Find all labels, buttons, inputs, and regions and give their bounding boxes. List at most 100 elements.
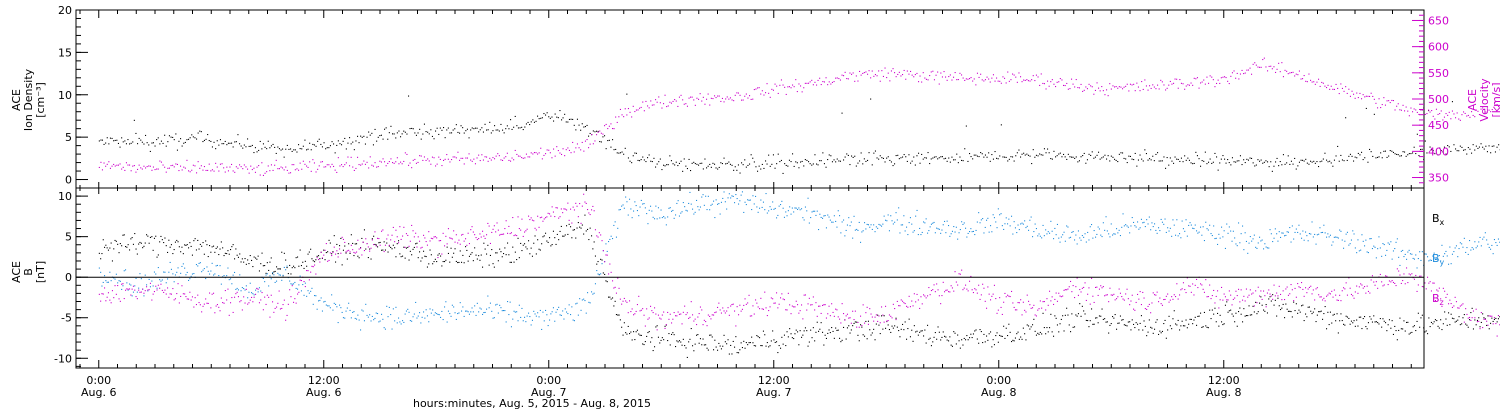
- data-point: [296, 288, 297, 289]
- data-point: [781, 79, 782, 80]
- data-point: [419, 155, 420, 156]
- data-point: [241, 166, 242, 167]
- data-point: [1371, 151, 1372, 152]
- data-point: [1222, 324, 1223, 325]
- data-point: [1191, 162, 1192, 163]
- data-point: [1186, 160, 1187, 161]
- data-point: [127, 139, 128, 140]
- data-point: [191, 246, 192, 247]
- data-point: [1120, 316, 1121, 317]
- data-point: [403, 322, 404, 323]
- data-point: [802, 335, 803, 336]
- data-point: [567, 122, 568, 123]
- data-point: [1395, 109, 1396, 110]
- data-point: [131, 170, 132, 171]
- data-point: [210, 141, 211, 142]
- data-point: [927, 325, 928, 326]
- data-point: [1276, 316, 1277, 317]
- data-point: [186, 139, 187, 140]
- data-point: [1023, 153, 1024, 154]
- data-point: [379, 135, 380, 136]
- data-point: [326, 252, 327, 253]
- data-point: [1015, 338, 1016, 339]
- data-point: [1256, 65, 1257, 66]
- data-point: [864, 72, 865, 73]
- data-point: [101, 253, 102, 254]
- data-point: [242, 258, 243, 259]
- data-point: [342, 264, 343, 265]
- data-point: [888, 73, 889, 74]
- data-point: [468, 261, 469, 262]
- data-point: [990, 161, 991, 162]
- data-point: [489, 307, 490, 308]
- data-point: [135, 133, 136, 134]
- data-point: [859, 160, 860, 161]
- data-point: [878, 325, 879, 326]
- data-point: [1071, 79, 1072, 80]
- data-point: [547, 112, 548, 113]
- data-point: [700, 163, 701, 164]
- data-point: [314, 261, 315, 262]
- data-point: [324, 142, 325, 143]
- data-point: [997, 332, 998, 333]
- data-point: [791, 161, 792, 162]
- data-point: [113, 248, 114, 249]
- data-point: [457, 152, 458, 153]
- data-point: [427, 315, 428, 316]
- data-point: [1112, 316, 1113, 317]
- data-point: [669, 102, 670, 103]
- data-point: [829, 154, 830, 155]
- data-point: [485, 249, 486, 250]
- data-point: [1174, 310, 1175, 311]
- data-point: [1038, 76, 1039, 77]
- data-point: [948, 76, 949, 77]
- data-point: [1230, 310, 1231, 311]
- data-point: [154, 238, 155, 239]
- data-point: [405, 132, 406, 133]
- data-point: [798, 167, 799, 168]
- data-point: [330, 166, 331, 167]
- data-point: [1010, 79, 1011, 80]
- data-point: [336, 244, 337, 245]
- data-point: [214, 171, 215, 172]
- data-point: [163, 242, 164, 243]
- data-point: [1270, 161, 1271, 162]
- data-point: [526, 123, 527, 124]
- data-point: [553, 121, 554, 122]
- data-point: [206, 139, 207, 140]
- data-point: [602, 136, 603, 137]
- data-point: [539, 249, 540, 250]
- data-point: [923, 159, 924, 160]
- data-point: [839, 338, 840, 339]
- data-point: [486, 254, 487, 255]
- data-point: [580, 149, 581, 150]
- data-point: [747, 98, 748, 99]
- data-point: [1407, 111, 1408, 112]
- data-point: [579, 147, 580, 148]
- data-point: [1281, 164, 1282, 165]
- data-point: [105, 280, 106, 281]
- data-point: [577, 119, 578, 120]
- data-point: [1163, 84, 1164, 85]
- data-point: [962, 345, 963, 346]
- data-point: [395, 307, 396, 308]
- data-point: [1025, 80, 1026, 81]
- data-point: [367, 162, 368, 163]
- data-point: [938, 326, 939, 327]
- data-point: [199, 131, 200, 132]
- data-point: [276, 266, 277, 267]
- data-point: [537, 116, 538, 117]
- data-point: [1006, 157, 1007, 158]
- data-point: [712, 163, 713, 164]
- data-point: [712, 336, 713, 337]
- data-point: [1248, 70, 1249, 71]
- data-point: [150, 286, 151, 287]
- data-point: [1335, 320, 1336, 321]
- data-point: [1254, 311, 1255, 312]
- data-point: [153, 250, 154, 251]
- data-point: [472, 161, 473, 162]
- data-point: [228, 170, 229, 171]
- data-point: [606, 124, 607, 125]
- data-point: [1007, 160, 1008, 161]
- data-point: [110, 138, 111, 139]
